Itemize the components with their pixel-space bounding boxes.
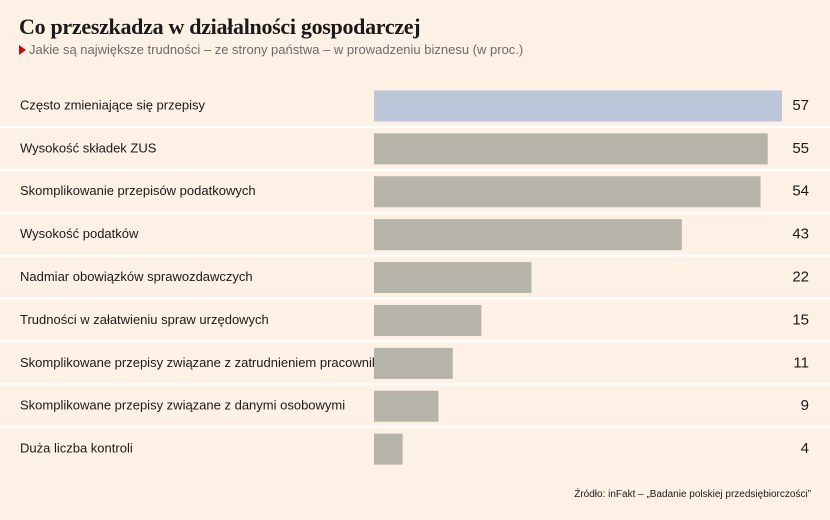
- chart-subtitle-text: Jakie są największe trudności – ze stron…: [29, 42, 524, 57]
- bar: [374, 347, 453, 379]
- bar: [374, 133, 768, 165]
- value-label: 4: [801, 440, 809, 457]
- category-label: Skomplikowane przepisy związane z zatrud…: [20, 355, 396, 370]
- chart-subtitle: Jakie są największe trudności – ze stron…: [19, 42, 523, 57]
- value-label: 9: [801, 397, 809, 414]
- bar: [374, 262, 532, 294]
- bar: [374, 219, 682, 251]
- value-label: 15: [792, 311, 809, 328]
- category-label: Nadmiar obowiązków sprawozdawczych: [20, 269, 253, 284]
- value-label: 11: [793, 354, 809, 371]
- category-label: Duża liczba kontroli: [20, 441, 133, 456]
- bar: [374, 390, 439, 422]
- value-label: 54: [792, 183, 809, 200]
- bar: [374, 90, 782, 122]
- value-label: 55: [792, 140, 809, 157]
- category-label: Trudności w załatwieniu spraw urzędowych: [20, 312, 269, 327]
- chart-title: Co przeszkadza w działalności gospodarcz…: [19, 14, 421, 39]
- value-label: 22: [792, 269, 809, 286]
- red-triangle-icon: [19, 44, 26, 55]
- value-label: 43: [792, 226, 809, 243]
- source-note: Źródło: inFakt – „Badanie polskiej przed…: [574, 489, 811, 500]
- category-label: Skomplikowanie przepisów podatkowych: [20, 183, 256, 198]
- category-label: Wysokość składek ZUS: [20, 140, 157, 155]
- bar: [374, 433, 403, 465]
- bar: [374, 304, 482, 336]
- category-label: Wysokość podatków: [20, 226, 139, 241]
- category-label: Często zmieniające się przepisy: [20, 97, 205, 112]
- bar: [374, 176, 761, 208]
- category-label: Skomplikowane przepisy związane z danymi…: [20, 398, 345, 413]
- value-label: 57: [792, 97, 809, 114]
